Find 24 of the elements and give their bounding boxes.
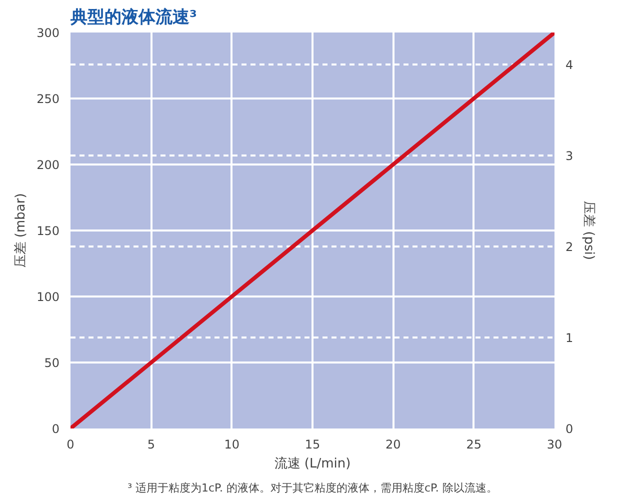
y-tick-label: 200 [36,158,60,172]
y-tick-label: 250 [36,92,60,106]
y2-tick-label: 4 [566,58,574,72]
y2-tick-label: 0 [566,422,574,436]
x-tick-label: 15 [304,438,320,452]
y2-tick-label: 1 [566,330,574,345]
y-tick-label: 150 [36,224,60,238]
x-tick-label: 20 [386,438,401,452]
x-tick-label: 10 [224,438,240,452]
text: ³ 适用于粘度为1cP. 的液体。对于其它粘度的液体，需用粘度cP. 除以流速。 [128,482,498,494]
y-axis-title: 压差 (mbar) [14,193,29,268]
x-axis-title: 流速 (L/min) [274,456,351,472]
y2-tick-label: 2 [566,240,574,254]
x-tick-label: 30 [546,438,562,452]
chart-title: 典型的液体流速³ [70,8,197,28]
x-tick-label: 5 [147,438,155,452]
y2-tick-label: 3 [566,148,574,163]
y-tick-label: 300 [36,26,60,40]
y-tick-label: 100 [36,290,60,304]
x-tick-label: 0 [66,438,74,452]
y-tick-label: 50 [44,356,60,370]
y2-axis-title: 压差 (psi) [581,201,596,260]
x-tick-label: 25 [466,438,482,452]
y-tick-label: 0 [52,422,60,436]
